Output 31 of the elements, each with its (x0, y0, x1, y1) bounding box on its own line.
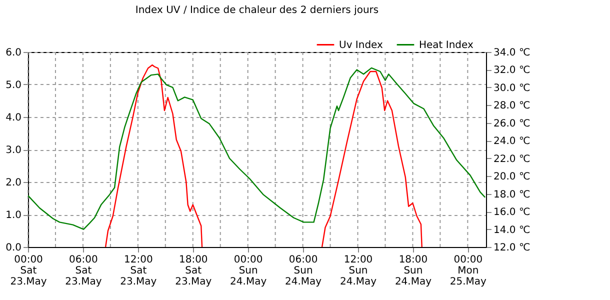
y2-tick-label: 18.0 ℃ (494, 189, 530, 200)
y2-tick-label: 22.0 ℃ (494, 154, 530, 165)
x-tick-label: 00:00 Sun 24.May (230, 254, 267, 288)
y2-tick-label: 30.0 ℃ (494, 82, 530, 94)
x-tick-label: 06:00 Sat 23.May (65, 254, 102, 288)
y2-tick-label: 26.0 ℃ (494, 118, 530, 130)
y2-tick-label: 32.0 ℃ (494, 65, 530, 76)
x-tick-label: 12:00 Sun 24.May (340, 254, 377, 288)
y2-tick-label: 24.0 ℃ (494, 136, 530, 148)
x-tick-label: 18:00 Sat 23.May (175, 254, 212, 288)
y2-tick-label: 20.0 ℃ (494, 172, 530, 183)
y-tick-label: 3.0 (6, 145, 22, 156)
x-tick-label: 00:00 Sat 23.May (10, 254, 47, 288)
legend-label: Heat Index (419, 40, 474, 51)
y-tick-label: 4.0 (6, 112, 22, 124)
y-tick-label: 1.0 (6, 210, 22, 221)
x-tick-label: 00:00 Mon 25.May (450, 254, 487, 288)
y-tick-label: 6.0 (6, 48, 22, 58)
legend-label: Uv Index (339, 40, 384, 51)
y2-tick-label: 16.0 ℃ (494, 207, 530, 218)
y-tick-label: 5.0 (6, 80, 22, 91)
y2-tick-label: 12.0 ℃ (494, 242, 530, 254)
y-tick-label: 2.0 (6, 178, 22, 188)
chart-title: Index UV / Indice de chaleur des 2 derniers jours (135, 5, 379, 16)
x-tick-label: 18:00 Sun 24.May (394, 254, 432, 288)
x-tick-label: 06:00 Sun 24.May (285, 254, 322, 288)
y2-tick-label: 14.0 ℃ (494, 224, 530, 236)
y-tick-label: 0.0 (6, 242, 22, 254)
x-tick-label: 12:00 Sat 23.May (120, 254, 157, 288)
y2-tick-label: 28.0 ℃ (494, 100, 530, 112)
y2-tick-label: 34.0 ℃ (494, 48, 530, 58)
